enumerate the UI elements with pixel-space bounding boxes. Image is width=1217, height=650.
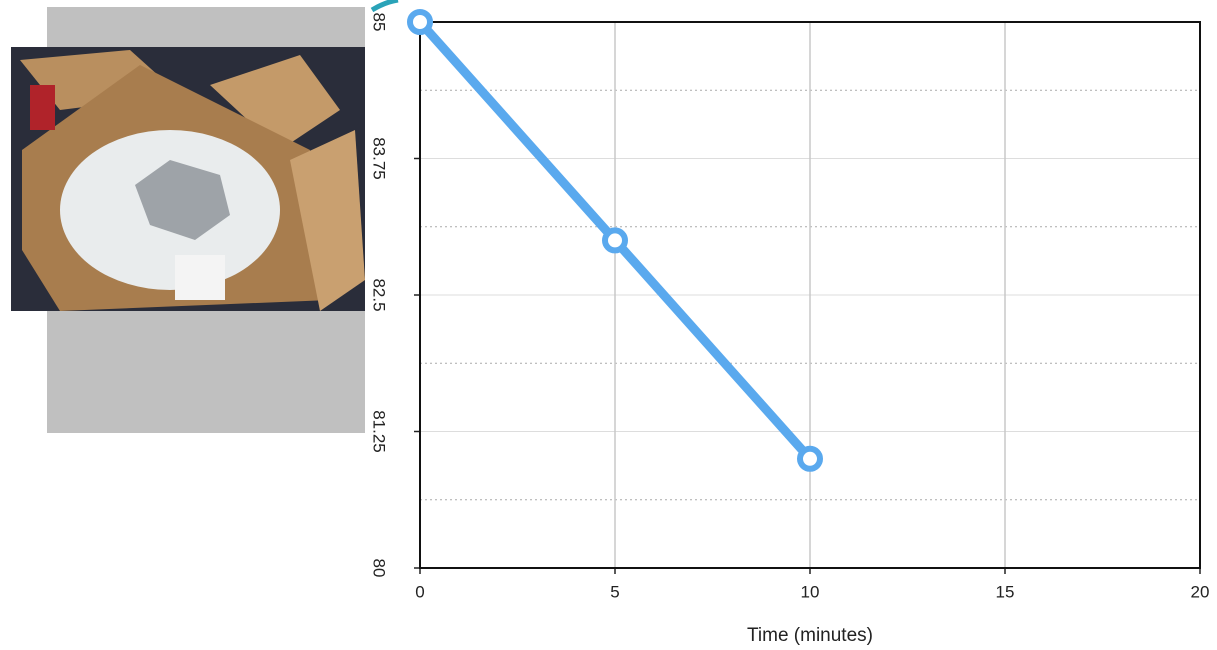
photo-foil — [135, 160, 230, 240]
data-point — [797, 445, 823, 472]
photo-flap — [210, 55, 340, 150]
plot: 80 81.25 82.5 83.75 85 0 5 10 15 20 Time (minutes)… — [331, 9, 1210, 646]
plot-frame — [419, 21, 1201, 569]
y-tick-label: 80 — [370, 559, 389, 578]
x-tick-label: 15 — [996, 582, 1015, 601]
x-tick-label: 0 — [415, 582, 424, 601]
x-tick-label: 20 — [1191, 582, 1210, 601]
y-tick-label: 85 — [370, 13, 389, 32]
x-axis-label: Time (minutes) — [747, 625, 873, 646]
data-point — [602, 227, 628, 254]
photo-flap — [290, 130, 365, 311]
photo-object — [30, 85, 55, 130]
y-tick-label: 83.75 — [370, 137, 389, 180]
x-tick-label: 5 — [610, 582, 619, 601]
decoration — [370, 0, 399, 13]
photo-overlay — [11, 7, 365, 433]
x-tick-label: 10 — [801, 582, 820, 601]
data-point — [407, 9, 433, 35]
photo-block — [175, 255, 225, 300]
y-tick-label: 81.25 — [370, 410, 389, 453]
y-tick-label: 82.5 — [370, 278, 389, 311]
